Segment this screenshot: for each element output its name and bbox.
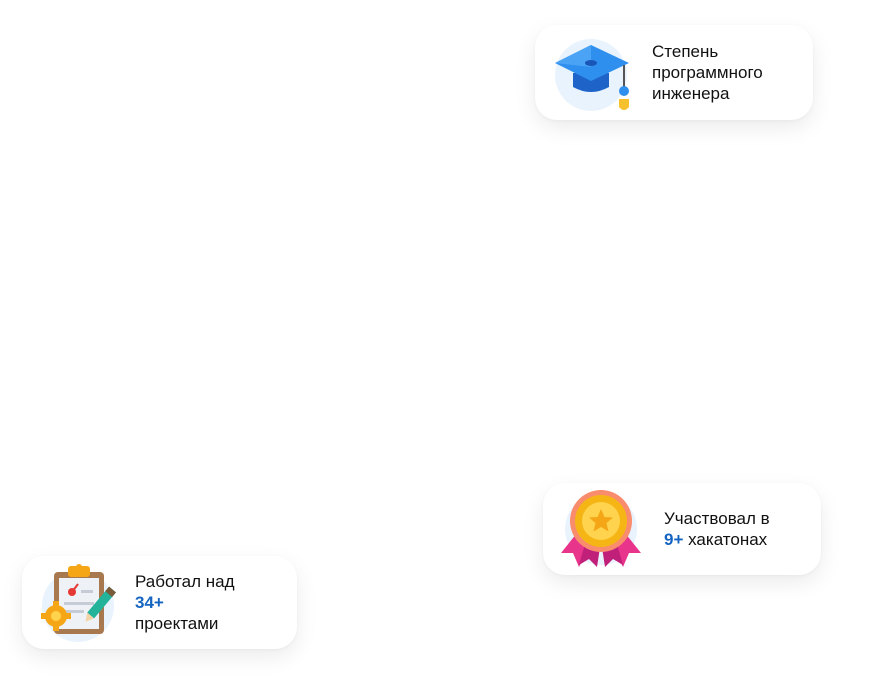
hackathons-line1: Участвовал в: [664, 509, 770, 528]
degree-line3: инженера: [652, 84, 730, 103]
medal-icon: [559, 487, 643, 571]
projects-count: 34+: [135, 593, 164, 612]
hackathons-text: Участвовал в 9+ хакатонах: [664, 508, 770, 550]
graduation-cap-icon: [553, 33, 633, 113]
hackathons-card: Участвовал в 9+ хакатонах: [543, 483, 821, 575]
degree-line1: Степень: [652, 42, 719, 61]
hackathons-line2: 9+ хакатонах: [664, 529, 770, 550]
degree-text: Степень программного инженера: [652, 41, 763, 104]
projects-text: Работал над 34+ проектами: [135, 571, 235, 634]
degree-card: Степень программного инженера: [535, 25, 813, 120]
hackathons-count: 9+: [664, 530, 684, 549]
clipboard-tasks-icon: [40, 562, 120, 644]
hackathons-suffix: хакатонах: [683, 530, 768, 549]
projects-card: Работал над 34+ проектами: [22, 556, 297, 649]
projects-line3: проектами: [135, 614, 219, 633]
degree-line2: программного: [652, 63, 763, 82]
projects-line1: Работал над: [135, 572, 235, 591]
